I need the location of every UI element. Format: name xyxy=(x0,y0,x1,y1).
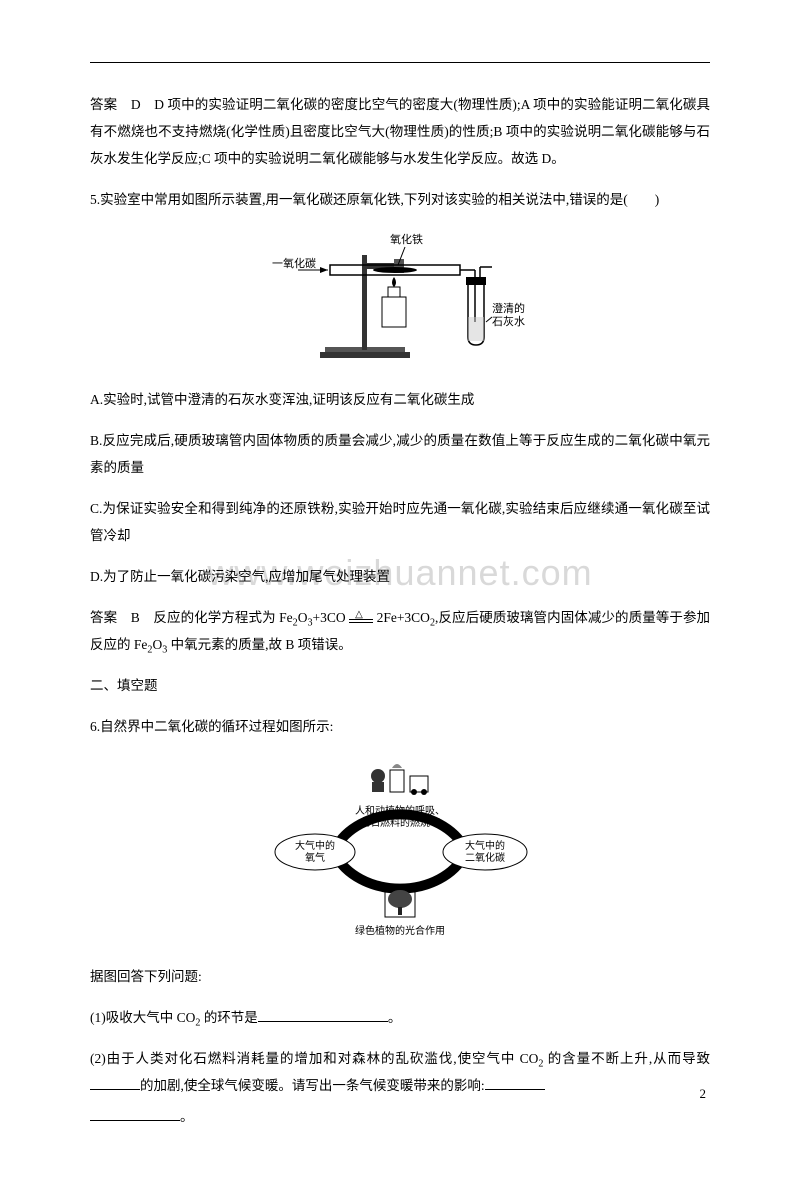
q5-option-c: C.为保证实验安全和得到纯净的还原铁粉,实验开始时应先通一氧化碳,实验结束后应继… xyxy=(90,495,710,549)
q5-option-d: D.为了防止一氧化碳污染空气,应增加尾气处理装置 xyxy=(90,563,710,590)
page-content: 答案 D D 项中的实验证明二氧化碳的密度比空气的密度大(物理性质);A 项中的… xyxy=(0,0,800,1184)
label-co: 一氧化碳 xyxy=(272,256,316,270)
blank-input[interactable] xyxy=(485,1077,545,1091)
q5-figure: 氧化铁 一氧化碳 澄清的 石灰水 xyxy=(90,227,710,372)
answer-4: 答案 D D 项中的实验证明二氧化碳的密度比空气的密度大(物理性质);A 项中的… xyxy=(90,91,710,172)
q5-option-b: B.反应完成后,硬质玻璃管内固体物质的质量会减少,减少的质量在数值上等于反应生成… xyxy=(90,427,710,481)
blank-input[interactable] xyxy=(90,1077,140,1091)
svg-text:石灰水: 石灰水 xyxy=(492,314,525,328)
q5-stem: 5.实验室中常用如图所示装置,用一氧化碳还原氧化铁,下列对该实验的相关说法中,错… xyxy=(90,186,710,213)
blank-input[interactable] xyxy=(90,1108,180,1122)
q6-stem: 6.自然界中二氧化碳的循环过程如图所示: xyxy=(90,713,710,740)
answer-5: 答案 B 反应的化学方程式为 Fe2O3+3CO 2Fe+3CO2,反应后硬质玻… xyxy=(90,604,710,658)
label-fe2o3: 氧化铁 xyxy=(390,232,423,246)
svg-text:化石燃料的燃烧等: 化石燃料的燃烧等 xyxy=(360,816,440,829)
top-rule xyxy=(90,62,710,63)
svg-text:澄清的: 澄清的 xyxy=(492,301,525,315)
q6-sub2-cont: 。 xyxy=(90,1103,710,1130)
blank-input[interactable] xyxy=(258,1009,388,1023)
q6-sub1: (1)吸收大气中 CO2 的环节是。 xyxy=(90,1004,710,1031)
q6-followup: 据图回答下列问题: xyxy=(90,963,710,990)
svg-text:氧气: 氧气 xyxy=(305,851,325,864)
q6-sub2: (2)由于人类对化石燃料消耗量的增加和对森林的乱砍滥伐,使空气中 CO2 的含量… xyxy=(90,1045,710,1099)
q5-option-a: A.实验时,试管中澄清的石灰水变浑浊,证明该反应有二氧化碳生成 xyxy=(90,386,710,413)
svg-text:二氧化碳: 二氧化碳 xyxy=(465,851,505,864)
svg-text:绿色植物的光合作用: 绿色植物的光合作用 xyxy=(355,924,445,937)
q6-figure: 大气中的 氧气 大气中的 二氧化碳 人和动植物的呼吸、 化石燃料的燃烧等 绿色植… xyxy=(90,754,710,949)
svg-text:大气中的: 大气中的 xyxy=(465,839,505,852)
section-2-title: 二、填空题 xyxy=(90,672,710,699)
svg-text:大气中的: 大气中的 xyxy=(295,839,335,852)
svg-text:人和动植物的呼吸、: 人和动植物的呼吸、 xyxy=(355,804,445,817)
